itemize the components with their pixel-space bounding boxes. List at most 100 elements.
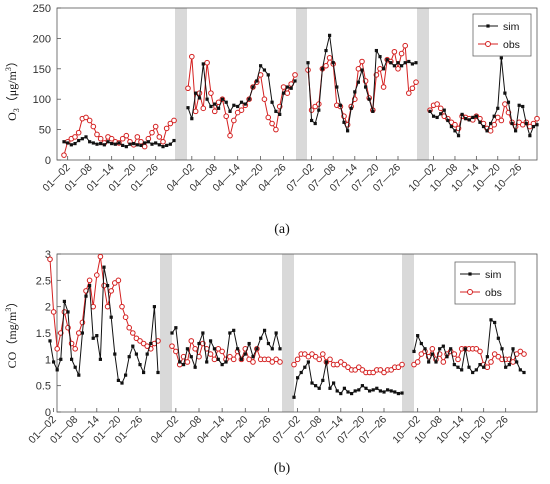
data-point-sim — [412, 349, 416, 354]
data-point-obs — [437, 105, 444, 112]
data-point-sim — [131, 344, 135, 348]
series-line-sim — [307, 35, 417, 133]
data-point-obs — [250, 359, 256, 365]
data-point-sim — [400, 391, 404, 395]
data-point-sim — [474, 114, 478, 118]
data-point-obs — [455, 356, 461, 363]
data-point-sim — [88, 284, 92, 288]
data-point-sim — [59, 357, 63, 361]
y-tick-label: 200 — [33, 33, 51, 45]
data-point-sim — [142, 370, 146, 375]
data-point-sim — [356, 80, 360, 84]
data-point-sim — [80, 331, 84, 335]
data-point-sim — [389, 61, 393, 65]
data-point-sim — [251, 85, 255, 89]
y-tick-label: 0 — [45, 407, 51, 419]
data-point-obs — [484, 364, 491, 371]
y-tick-label: 0.5 — [36, 381, 51, 393]
data-point-sim — [518, 368, 522, 372]
data-point-sim — [463, 347, 467, 351]
y-axis-label: CO（mg/m3） — [4, 296, 19, 369]
data-point-obs — [327, 356, 333, 363]
data-point-sim — [116, 378, 120, 382]
data-point-sim — [467, 365, 471, 369]
data-point-sim — [194, 91, 198, 95]
data-point-sim — [504, 365, 508, 369]
data-point-obs — [338, 359, 344, 365]
data-point-obs — [280, 84, 287, 90]
data-point-obs — [377, 367, 384, 373]
data-point-sim — [489, 121, 493, 126]
y-tick-label: 250 — [33, 3, 51, 15]
data-point-obs — [119, 135, 126, 142]
legend-box — [454, 261, 516, 305]
data-point-obs — [141, 143, 148, 150]
data-point-sim — [446, 118, 450, 123]
data-point-obs — [163, 125, 170, 132]
data-point-sim — [121, 143, 125, 148]
data-point-sim — [190, 117, 194, 121]
data-point-obs — [47, 256, 53, 263]
data-point-obs — [406, 90, 412, 96]
caption-b: (b) — [274, 461, 291, 476]
data-point-sim — [364, 386, 368, 390]
data-point-sim — [138, 363, 142, 367]
data-point-sim — [515, 360, 519, 364]
data-point-obs — [211, 108, 218, 115]
data-point-sim — [378, 389, 382, 393]
data-point-sim — [445, 355, 449, 359]
data-point-obs — [359, 367, 366, 373]
data-point-sim — [510, 121, 514, 126]
data-point-obs — [398, 50, 405, 57]
data-point-sim — [278, 112, 282, 116]
data-point-sim — [189, 355, 193, 359]
data-point-obs — [292, 72, 298, 78]
month-gap-band — [175, 8, 187, 160]
data-point-obs — [395, 364, 402, 371]
data-point-sim — [414, 61, 418, 65]
data-point-obs — [94, 131, 100, 138]
data-point-sim — [507, 363, 511, 367]
data-point-sim — [453, 129, 457, 133]
data-point-obs — [138, 138, 144, 145]
data-point-sim — [471, 370, 475, 375]
data-point-sim — [293, 79, 297, 83]
data-point-sim — [357, 388, 361, 392]
data-point-obs — [184, 359, 191, 365]
data-point-obs — [76, 330, 82, 336]
panel-b-co: (b) 00.511.522.53CO（mg/m3）01—0201—0801—1… — [4, 249, 538, 476]
data-point-obs — [169, 343, 175, 349]
data-point-obs — [487, 128, 494, 134]
month-gap-band — [296, 8, 307, 160]
data-point-sim — [66, 141, 70, 145]
data-point-sim — [434, 360, 438, 364]
data-point-obs — [370, 369, 377, 376]
data-point-obs — [491, 351, 498, 357]
data-point-sim — [193, 365, 197, 369]
data-point-sim — [91, 141, 95, 145]
data-point-obs — [123, 132, 130, 139]
y-tick-label: 2.5 — [36, 275, 51, 287]
legend-label-obs: obs — [485, 287, 502, 299]
data-point-sim — [205, 360, 209, 364]
data-point-sim — [353, 389, 357, 393]
data-point-sim — [522, 370, 526, 375]
data-point-sim — [270, 347, 274, 351]
data-point-sim — [127, 355, 131, 359]
data-point-sim — [382, 390, 386, 394]
data-point-obs — [75, 129, 82, 136]
data-point-obs — [50, 309, 57, 315]
data-point-sim — [197, 96, 202, 100]
data-point-sim — [232, 328, 236, 332]
caption-a: (a) — [274, 222, 290, 237]
data-point-sim — [201, 331, 205, 335]
data-point-obs — [413, 79, 419, 85]
data-point-sim — [489, 318, 493, 322]
data-point-obs — [302, 351, 308, 357]
data-point-sim — [139, 143, 143, 148]
data-point-sim — [478, 363, 482, 367]
data-point-sim — [438, 347, 442, 351]
data-point-sim — [170, 331, 174, 335]
data-point-sim — [342, 120, 346, 124]
data-point-sim — [255, 79, 259, 83]
